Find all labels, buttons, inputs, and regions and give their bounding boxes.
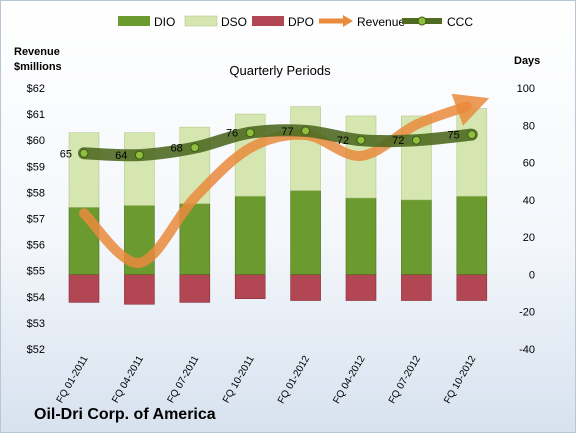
category-label: FQ 04-2012 [331,354,367,406]
right-tick-label: 60 [523,158,535,170]
category-label: FQ 07-2012 [387,354,423,406]
ccc-data-label: 75 [448,130,460,142]
bar-dso [290,106,321,191]
ccc-data-label: 76 [226,128,238,140]
bar-dpo [179,274,211,303]
legend-label-dio: DIO [154,15,175,29]
bar-dpo [456,274,488,301]
right-tick-label: 20 [523,232,535,244]
ccc-data-label: 72 [392,135,404,147]
legend: DIO DSO DPO Revenue CCC [118,15,473,29]
bar-dpo [68,274,100,303]
left-tick-label: $56 [27,240,45,252]
bar-dso [68,132,100,208]
legend-label-dso: DSO [221,15,247,29]
bar-dio [345,197,377,275]
ccc-point [79,148,89,158]
ccc-point [301,126,311,136]
ccc-point [134,150,144,160]
legend-label-dpo: DPO [288,15,314,29]
category-label: FQ 01-2011 [55,354,91,405]
legend-label-revenue: Revenue [357,15,405,29]
bar-dio [456,195,488,275]
left-tick-label: $54 [27,292,45,304]
right-tick-label: 0 [529,269,535,281]
left-tick-label: $55 [27,266,45,278]
legend-swatch-dio [118,16,150,26]
chart-subtitle: Quarterly Periods [229,63,331,78]
bar-dio [290,190,321,275]
legend-swatch-dso [184,15,218,27]
bar-dpo [401,274,432,301]
legend-swatch-revenue-arrow [343,15,353,27]
ccc-data-label: 77 [281,126,293,138]
bar-dso [456,108,488,197]
left-tick-label: $59 [27,161,45,173]
right-tick-label: -20 [519,307,535,319]
right-tick-label: 40 [523,195,535,207]
left-tick-label: $62 [27,83,45,95]
ccc-point [190,143,200,153]
ccc-data-label: 65 [60,148,72,160]
left-axis: $52 $53 $54 $55 $56 $57 $58 $59 $60 $61 $62 [27,83,45,356]
left-tick-label: $53 [27,318,45,330]
category-label: FQ 10-2012 [442,354,478,406]
legend-label-ccc: CCC [447,15,473,29]
bar-dpo [124,274,155,305]
bar-dpo [290,274,321,301]
left-tick-label: $57 [27,214,45,226]
bar-dpo [345,274,377,301]
legend-swatch-ccc-marker [417,16,427,26]
bar-dio [234,195,266,275]
company-title: Oil-Dri Corp. of America [34,406,216,423]
left-tick-label: $61 [27,109,45,121]
revenue-line [79,93,490,268]
ccc-point [411,135,421,145]
right-tick-label: -40 [519,344,535,356]
ccc-point [467,130,477,140]
right-tick-label: 100 [517,83,535,95]
left-tick-label: $52 [27,344,45,356]
category-label: FQ 04-2011 [110,354,146,405]
revenue-series [79,93,490,268]
ccc-point [356,135,366,145]
category-label: FQ 10-2011 [221,354,257,405]
category-label: FQ 01-2012 [276,354,312,406]
left-axis-title-line2: $millions [14,61,62,73]
ccc-data-label: 72 [337,135,349,147]
ccc-data-label: 68 [171,143,183,155]
category-label: FQ 07-2011 [166,354,202,405]
bar-dso [124,132,155,206]
left-tick-label: $60 [27,135,45,147]
bar-dio [401,199,432,275]
ccc-data-label: 64 [115,150,127,162]
left-tick-label: $58 [27,187,45,199]
ccc-line [78,124,478,162]
category-axis: FQ 01-2011 FQ 04-2011 FQ 07-2011 FQ 10-2011… [55,354,479,406]
right-axis-title: Days [514,55,540,67]
ccc-series: 65 64 68 76 77 72 72 75 [60,124,478,162]
right-axis: -40 -20 0 20 40 60 80 100 [517,83,535,356]
right-tick-label: 80 [523,120,535,132]
legend-swatch-dpo [252,16,284,26]
ccc-point [245,128,255,138]
bar-dpo [234,274,266,299]
left-axis-title-line1: Revenue [14,46,60,58]
